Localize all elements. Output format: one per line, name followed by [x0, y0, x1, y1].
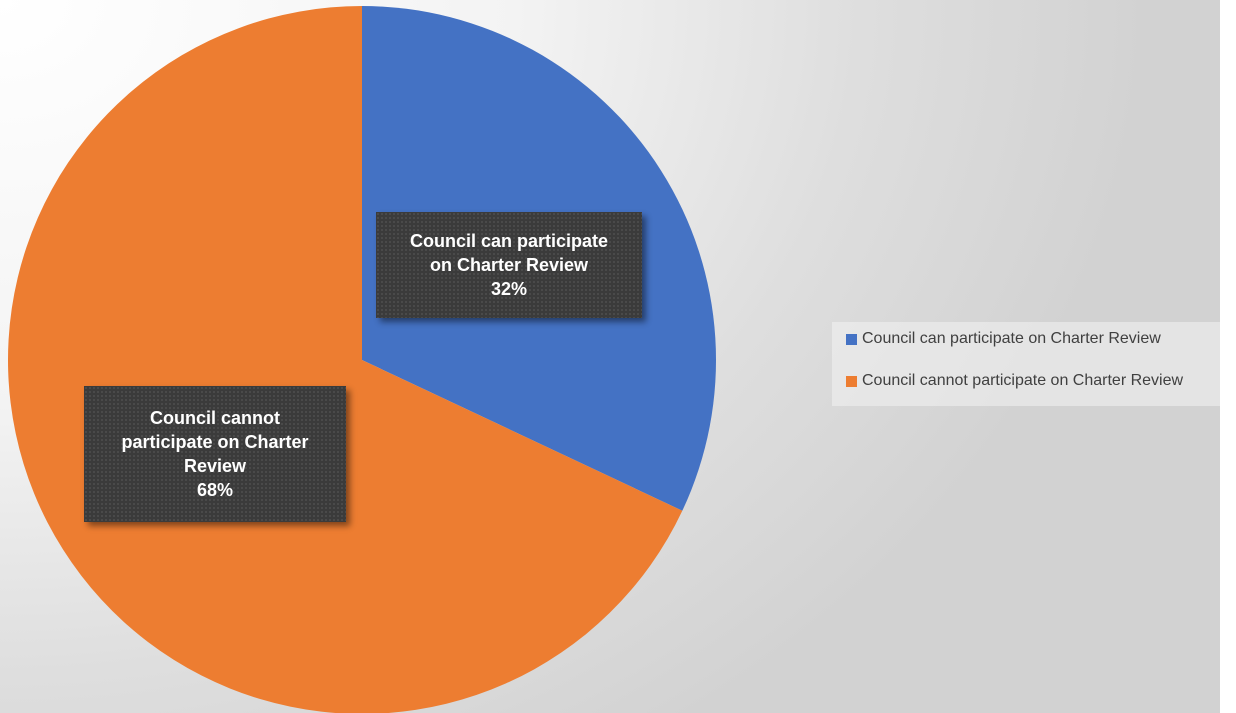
legend-item-can-participate: Council can participate on Charter Revie…: [846, 329, 1161, 349]
data-label-line: Council can participate: [409, 231, 609, 251]
data-label-can-participate: Council can participate on Charter Revie…: [376, 212, 642, 318]
data-label-percent: 68%: [196, 480, 234, 500]
legend-swatch-blue: [846, 333, 857, 345]
legend: Council can participate on Charter Revie…: [832, 322, 1220, 406]
data-label-percent: 32%: [490, 279, 528, 299]
data-label-line: participate on Charter: [121, 432, 309, 452]
legend-swatch-orange: [846, 375, 857, 387]
data-label-cannot-participate: Council cannot participate on Charter Re…: [84, 386, 346, 522]
pie-slice-cannot-participate: [8, 6, 683, 713]
legend-label: Council can participate on Charter Revie…: [862, 330, 1161, 347]
data-label-line: on Charter Review: [429, 255, 589, 275]
data-label-line: Council cannot: [150, 408, 280, 428]
legend-item-cannot-participate: Council cannot participate on Charter Re…: [846, 371, 1183, 391]
data-label-line: Review: [183, 456, 247, 476]
legend-label: Council cannot participate on Charter Re…: [862, 372, 1184, 389]
